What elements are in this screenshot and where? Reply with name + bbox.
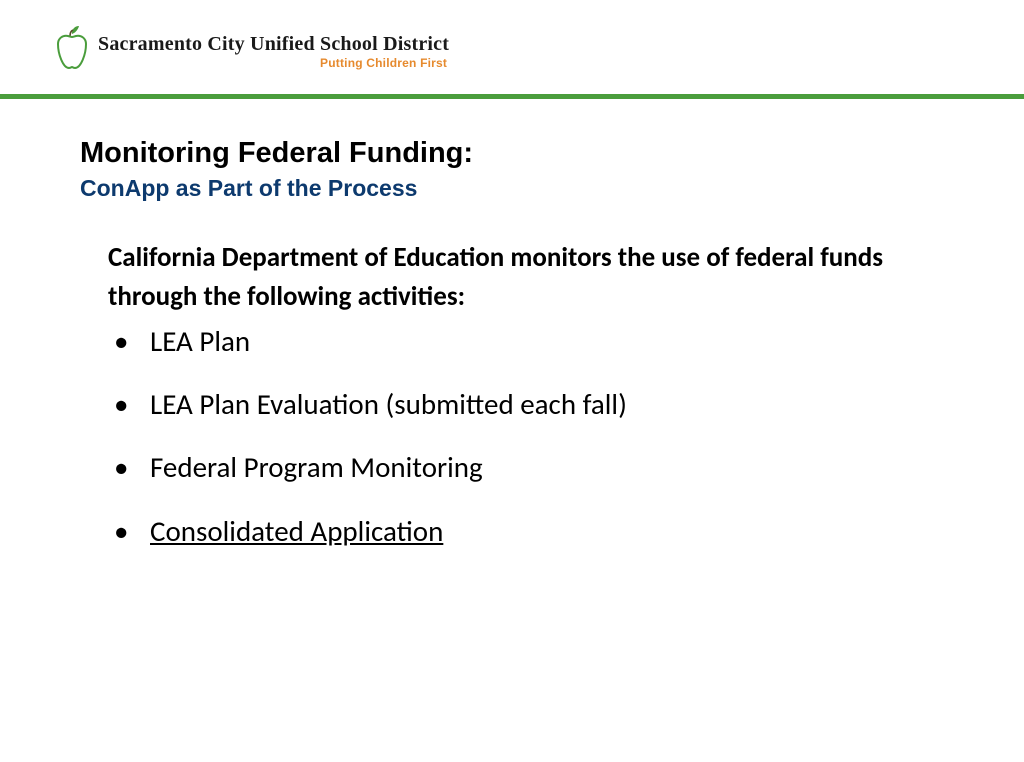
slide-title: Monitoring Federal Funding: bbox=[80, 136, 960, 171]
slide-subtitle: ConApp as Part of the Process bbox=[80, 175, 960, 202]
list-item-text: Consolidated Application bbox=[150, 513, 443, 549]
logo-area: Sacramento City Unified School District … bbox=[48, 24, 449, 80]
bullet-list: LEA Plan LEA Plan Evaluation (submitted … bbox=[108, 322, 960, 551]
slide: Sacramento City Unified School District … bbox=[0, 0, 1024, 762]
list-item: Federal Program Monitoring bbox=[108, 448, 960, 487]
header-divider bbox=[0, 94, 1024, 99]
tagline: Putting Children First bbox=[320, 56, 447, 70]
list-item-text: LEA Plan Evaluation (submitted each fall… bbox=[150, 386, 627, 422]
list-item: LEA Plan bbox=[108, 322, 960, 361]
list-item-text: LEA Plan bbox=[150, 323, 250, 359]
list-item: LEA Plan Evaluation (submitted each fall… bbox=[108, 385, 960, 424]
content-area: Monitoring Federal Funding: ConApp as Pa… bbox=[80, 136, 960, 575]
apple-icon bbox=[48, 24, 92, 80]
district-name: Sacramento City Unified School District bbox=[98, 34, 449, 55]
intro-paragraph: California Department of Education monit… bbox=[108, 238, 908, 316]
list-item-text: Federal Program Monitoring bbox=[150, 449, 483, 485]
list-item: Consolidated Application bbox=[108, 512, 960, 551]
logo-text-block: Sacramento City Unified School District … bbox=[98, 34, 449, 70]
